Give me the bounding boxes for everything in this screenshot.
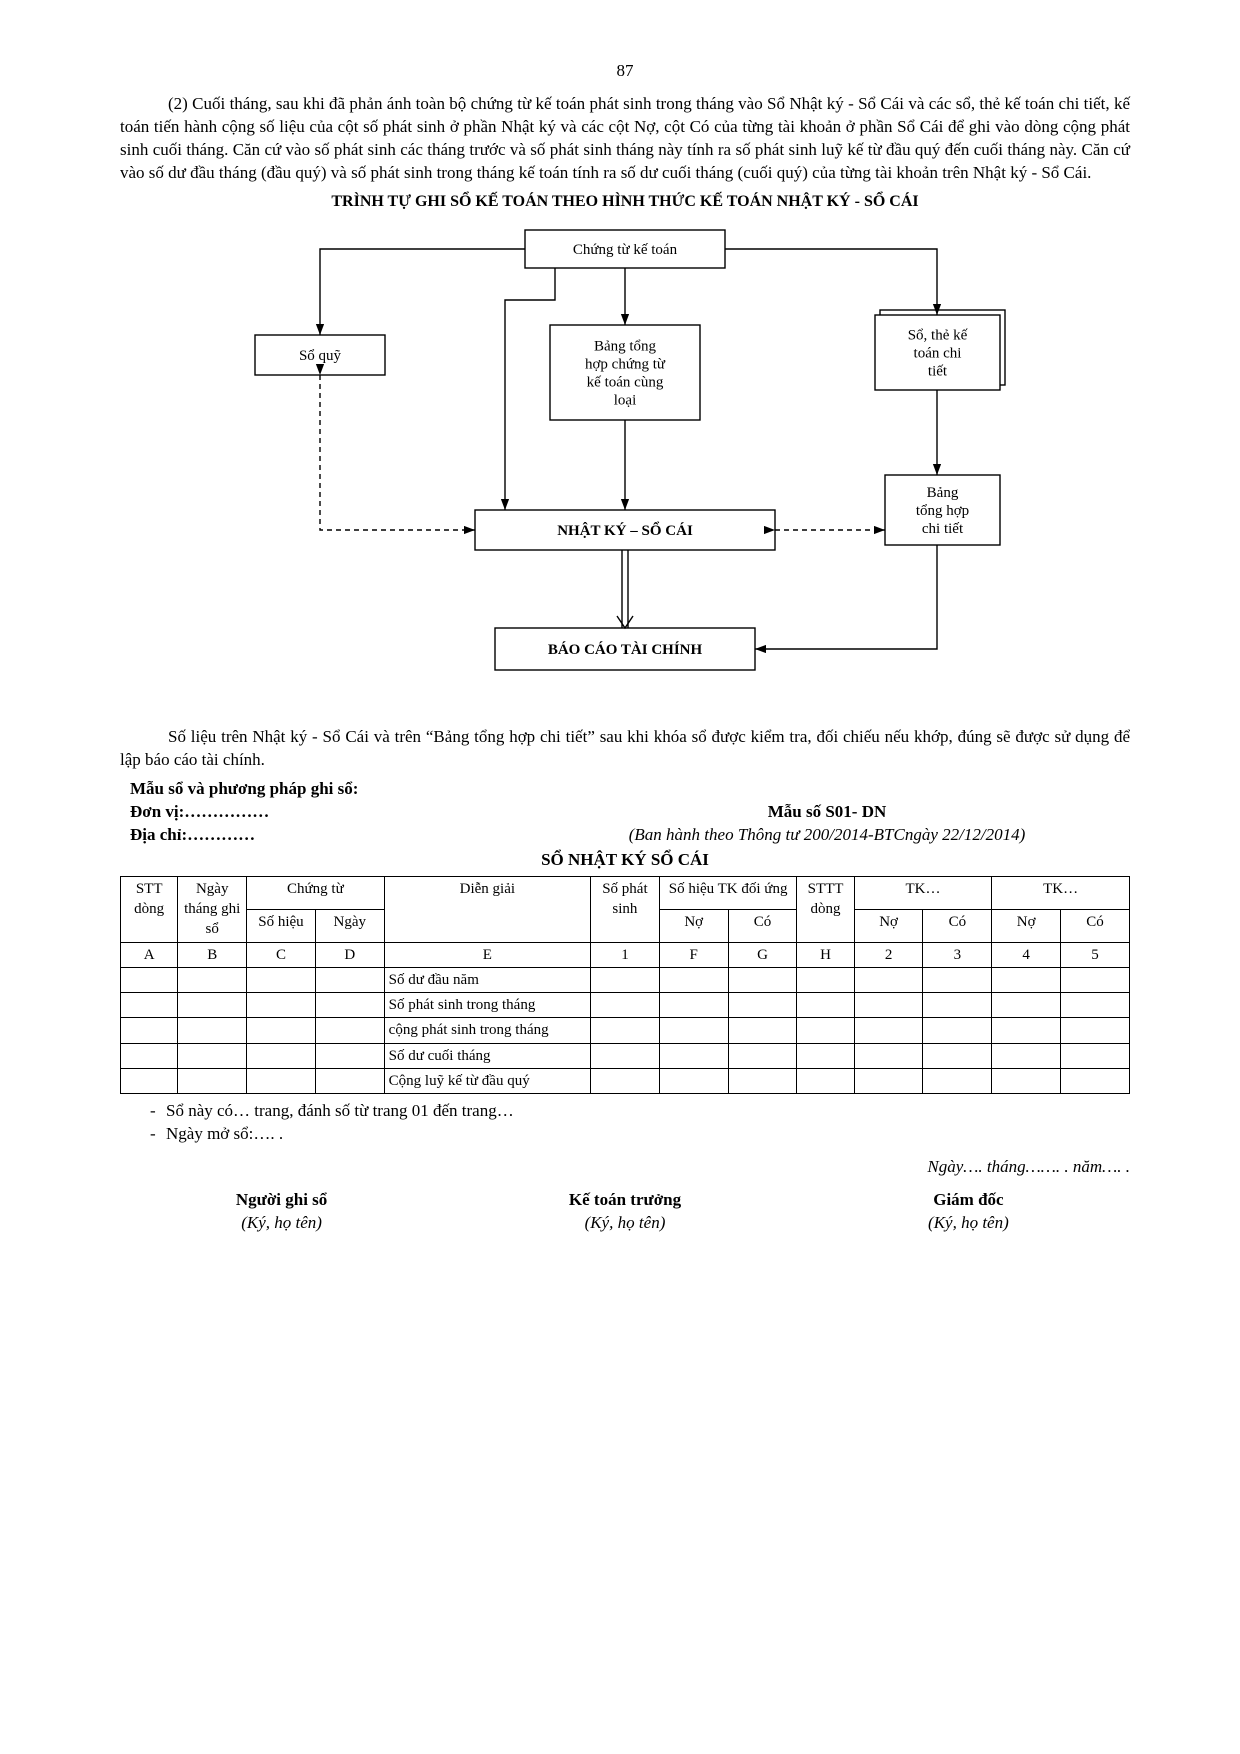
diachi-label: Địa chỉ:………… [130, 824, 423, 847]
svg-text:Chứng từ kế toán: Chứng từ kế toán [573, 242, 678, 258]
form-header: Đơn vị:…………… Địa chỉ:………… Mẫu số S01- DN… [120, 801, 1130, 847]
paragraph-after-diagram: Số liệu trên Nhật ký - Sổ Cái và trên “B… [120, 726, 1130, 772]
svg-text:BÁO CÁO TÀI CHÍNH: BÁO CÁO TÀI CHÍNH [548, 641, 703, 658]
svg-text:chi tiết: chi tiết [922, 521, 964, 537]
svg-text:Sổ quỹ: Sổ quỹ [299, 348, 342, 364]
table-notes: -Sổ này có… trang, đánh số từ trang 01 đ… [150, 1100, 1130, 1146]
donvi-label: Đơn vị:…………… [130, 801, 423, 824]
svg-text:loại: loại [614, 393, 637, 409]
flowchart-diagram: Chứng từ kế toán Sổ quỹ Bảng tổng hợp chứng… [195, 220, 1055, 720]
svg-text:kế toán cùng: kế toán cùng [587, 375, 664, 391]
svg-text:tổng hợp: tổng hợp [916, 503, 969, 519]
svg-text:tiết: tiết [928, 364, 948, 380]
svg-text:Bảng tổng: Bảng tổng [594, 339, 657, 355]
svg-text:Sổ, thẻ kế: Sổ, thẻ kế [908, 328, 968, 344]
mau-so-code: Mẫu số S01- DN [524, 801, 1130, 824]
svg-text:Bảng: Bảng [927, 485, 959, 501]
svg-text:hợp chứng từ: hợp chứng từ [585, 357, 666, 373]
banhanh-note: (Ban hành theo Thông tư 200/2014-BTCngày… [524, 824, 1130, 847]
svg-text:NHẬT KÝ – SỔ CÁI: NHẬT KÝ – SỔ CÁI [557, 521, 693, 539]
form-title: SỔ NHẬT KÝ SỔ CÁI [120, 849, 1130, 872]
paragraph-2: (2) Cuối tháng, sau khi đã phản ánh toàn… [120, 93, 1130, 185]
signature-row: Người ghi sổ(Ký, họ tên)Kế toán trưởng(K… [120, 1189, 1130, 1235]
mau-so-heading: Mẫu sổ và phương pháp ghi sổ: [130, 778, 1130, 801]
svg-text:toán chi: toán chi [914, 346, 962, 362]
page-number: 87 [120, 60, 1130, 83]
ledger-table: STT dòngNgày tháng ghi sổChứng từDiễn gi… [120, 876, 1130, 1094]
signature-date: Ngày…. tháng……. . năm…. . [120, 1156, 1130, 1179]
diagram-title: TRÌNH TỰ GHI SỔ KẾ TOÁN THEO HÌNH THỨC K… [120, 191, 1130, 213]
